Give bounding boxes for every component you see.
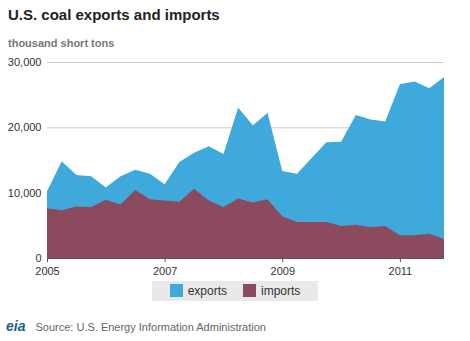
html-text:imports: imports: [261, 284, 301, 298]
svg-text:20,000: 20,000: [8, 121, 42, 133]
html-text:eia: eia: [6, 318, 26, 334]
svg-text:10,000: 10,000: [8, 187, 42, 199]
svg-text:2009: 2009: [271, 265, 295, 277]
svg-text:0: 0: [35, 252, 41, 264]
svg-text:2005: 2005: [35, 265, 59, 277]
html-text:thousand short tons: thousand short tons: [8, 37, 115, 49]
html-text:U.S. coal exports and imports: U.S. coal exports and imports: [8, 6, 220, 23]
html-text:Source: U.S. Energy Informatio: Source: U.S. Energy Information Administ…: [35, 321, 266, 333]
svg-text:2007: 2007: [153, 265, 177, 277]
svg-text:2011: 2011: [389, 265, 413, 277]
html-text:exports: exports: [187, 284, 227, 298]
svg-text:30,000: 30,000: [8, 56, 42, 68]
